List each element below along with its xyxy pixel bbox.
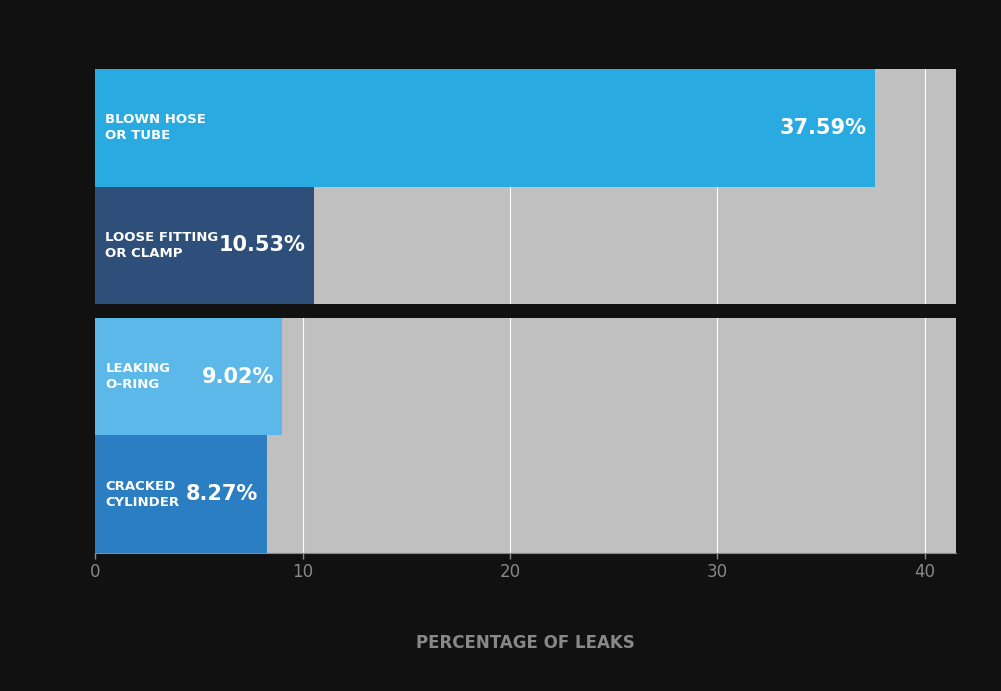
Text: LOOSE FITTING
OR CLAMP: LOOSE FITTING OR CLAMP: [105, 231, 218, 260]
Bar: [95, 187, 313, 304]
Bar: [95, 318, 282, 435]
Text: 10.53%: 10.53%: [218, 235, 305, 255]
Text: 8.27%: 8.27%: [186, 484, 258, 504]
Text: PERCENTAGE OF LEAKS: PERCENTAGE OF LEAKS: [416, 634, 635, 652]
Text: 37.59%: 37.59%: [780, 117, 867, 138]
Bar: [95, 69, 875, 187]
Text: BLOWN HOSE
OR TUBE: BLOWN HOSE OR TUBE: [105, 113, 206, 142]
Text: CRACKED
CYLINDER: CRACKED CYLINDER: [105, 480, 179, 509]
Text: 9.02%: 9.02%: [201, 367, 274, 387]
Bar: [95, 435, 266, 553]
Text: LEAKING
O-RING: LEAKING O-RING: [105, 362, 170, 391]
